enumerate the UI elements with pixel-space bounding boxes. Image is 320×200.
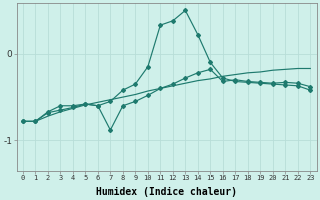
X-axis label: Humidex (Indice chaleur): Humidex (Indice chaleur) [96,186,237,197]
